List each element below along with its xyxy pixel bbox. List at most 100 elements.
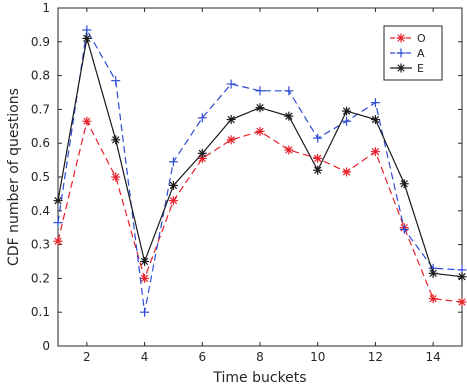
data-point bbox=[82, 25, 92, 35]
series-A bbox=[53, 25, 467, 317]
marker-stroke bbox=[342, 107, 351, 115]
marker-stroke bbox=[54, 237, 62, 245]
marker-stroke bbox=[397, 34, 405, 42]
marker-stroke bbox=[227, 115, 235, 124]
x-tick-label: 8 bbox=[256, 350, 264, 364]
y-tick-label: 0.8 bbox=[31, 69, 50, 83]
data-point bbox=[226, 79, 236, 89]
legend: OAE bbox=[383, 25, 443, 81]
data-point bbox=[255, 103, 265, 113]
x-tick-label: 6 bbox=[198, 350, 206, 364]
data-point bbox=[140, 257, 150, 266]
x-tick-label: 14 bbox=[426, 350, 441, 364]
y-tick-label: 0.9 bbox=[31, 35, 50, 49]
legend-label: E bbox=[417, 62, 424, 75]
x-tick-label: 10 bbox=[310, 350, 325, 364]
data-point bbox=[140, 273, 150, 283]
data-point bbox=[53, 196, 63, 206]
data-point bbox=[226, 115, 236, 125]
data-point bbox=[428, 294, 438, 304]
marker-stroke bbox=[198, 149, 206, 158]
data-point bbox=[168, 157, 178, 167]
data-point bbox=[457, 272, 467, 282]
data-point bbox=[168, 196, 178, 206]
data-point bbox=[82, 116, 92, 126]
axis-ticks: 2 4 6 8 10 12 14 0 0.1 0.2 0.3 0.4 0.5 0.6 0.7 0.8 0.9 1 bbox=[31, 1, 462, 364]
y-tick-label: 0.4 bbox=[31, 204, 50, 218]
marker-stroke bbox=[314, 166, 322, 174]
legend-marker bbox=[396, 33, 406, 43]
data-point bbox=[111, 76, 121, 86]
legend-label: A bbox=[417, 47, 425, 60]
marker-stroke bbox=[400, 180, 408, 188]
data-point bbox=[226, 135, 236, 145]
marker-stroke bbox=[458, 273, 466, 281]
marker-stroke bbox=[169, 181, 178, 190]
data-point bbox=[457, 297, 467, 307]
data-point bbox=[313, 165, 323, 175]
y-tick-label: 0.7 bbox=[31, 102, 50, 116]
data-point bbox=[428, 268, 438, 278]
marker-stroke bbox=[256, 127, 264, 136]
series-layer bbox=[53, 25, 467, 317]
marker-stroke bbox=[285, 112, 293, 120]
x-axis-label: Time buckets bbox=[212, 370, 306, 386]
y-tick-label: 0.6 bbox=[31, 136, 50, 150]
y-tick-label: 0.2 bbox=[31, 271, 50, 285]
data-point bbox=[140, 307, 150, 317]
series-line bbox=[57, 28, 463, 313]
data-point bbox=[370, 98, 380, 108]
data-point bbox=[342, 106, 352, 116]
data-point bbox=[284, 86, 294, 96]
y-tick-label: 0.5 bbox=[31, 170, 50, 184]
marker-stroke bbox=[54, 196, 62, 205]
series-E bbox=[53, 33, 467, 282]
marker-stroke bbox=[83, 117, 91, 125]
data-point bbox=[197, 148, 207, 158]
marker-stroke bbox=[314, 154, 322, 163]
marker-stroke bbox=[256, 104, 264, 112]
data-point bbox=[313, 153, 323, 163]
legend-marker bbox=[396, 48, 406, 58]
data-point bbox=[370, 115, 380, 125]
marker-stroke bbox=[371, 147, 380, 156]
data-point bbox=[313, 133, 323, 143]
data-point bbox=[370, 147, 380, 157]
data-point bbox=[342, 116, 352, 126]
y-tick-label: 0.3 bbox=[31, 238, 50, 252]
data-point bbox=[197, 113, 207, 123]
data-point bbox=[284, 111, 294, 121]
data-point bbox=[342, 167, 352, 177]
marker-stroke bbox=[140, 274, 149, 283]
data-point bbox=[255, 86, 265, 96]
x-tick-label: 12 bbox=[368, 350, 383, 364]
data-point bbox=[399, 224, 409, 234]
marker-stroke bbox=[285, 146, 293, 154]
data-point bbox=[399, 179, 409, 189]
marker-stroke bbox=[140, 257, 149, 266]
data-point bbox=[284, 145, 294, 155]
marker-stroke bbox=[112, 173, 120, 181]
legend-marker bbox=[396, 63, 406, 73]
y-tick-label: 0.1 bbox=[31, 305, 50, 319]
marker-stroke bbox=[429, 269, 437, 277]
x-tick-label: 2 bbox=[83, 350, 91, 364]
legend-entry: A bbox=[390, 47, 425, 60]
y-tick-label: 1 bbox=[42, 1, 50, 15]
series-O bbox=[53, 116, 467, 307]
x-tick-label: 4 bbox=[141, 350, 149, 364]
legend-entry: E bbox=[390, 62, 424, 75]
data-point bbox=[82, 33, 92, 43]
y-axis-label: CDF number of questions bbox=[6, 88, 22, 266]
marker-stroke bbox=[227, 136, 235, 144]
data-point bbox=[168, 180, 178, 190]
data-point bbox=[111, 172, 121, 182]
data-point bbox=[53, 218, 63, 228]
data-point bbox=[111, 135, 121, 145]
marker-stroke bbox=[112, 136, 120, 144]
marker-stroke bbox=[458, 298, 466, 306]
legend-label: O bbox=[417, 32, 426, 45]
y-tick-label: 0 bbox=[42, 339, 50, 353]
